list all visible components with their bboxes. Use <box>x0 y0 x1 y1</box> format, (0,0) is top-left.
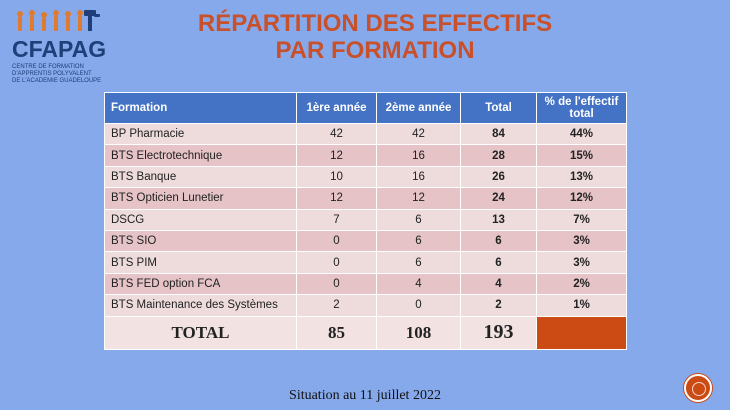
header-total: Total <box>460 92 537 124</box>
cell-total: 26 <box>460 165 537 189</box>
cell-total: 28 <box>460 144 537 167</box>
logo-subtitle: CENTRE DE FORMATION D'APPRENTIS POLYVALE… <box>12 64 132 85</box>
logo-sub-line: D'APPRENTIS POLYVALENT <box>12 71 92 77</box>
cell-formation: BTS FED option FCA <box>104 272 297 296</box>
header-deuxieme-annee: 2ème année <box>376 92 461 124</box>
table-row: BTS Opticien Lunetier 12 12 24 12% <box>104 187 627 210</box>
cell-2eme: 12 <box>376 187 461 210</box>
table-row: DSCG 7 6 13 7% <box>104 208 627 231</box>
slide-nav-button[interactable] <box>684 374 712 402</box>
cell-1ere: 7 <box>296 208 377 231</box>
header-formation: Formation <box>104 92 297 124</box>
cell-total: 4 <box>460 272 537 296</box>
table-row: BTS FED option FCA 0 4 4 2% <box>104 272 627 296</box>
page-title: RÉPARTITION DES EFFECTIFS PAR FORMATION <box>150 10 600 64</box>
cell-formation: BTS Opticien Lunetier <box>104 187 297 210</box>
cell-pourcentage: 13% <box>536 165 627 189</box>
cell-pourcentage: 12% <box>536 187 627 210</box>
cell-pourcentage: 1% <box>536 294 627 317</box>
cell-1ere: 10 <box>296 165 377 189</box>
logo-wordmark: CFAPAG <box>12 36 107 62</box>
situation-date: Situation au 11 juillet 2022 <box>289 388 441 403</box>
cell-pourcentage: 2% <box>536 272 627 296</box>
title-line-1: RÉPARTITION DES EFFECTIFS <box>197 10 553 37</box>
cell-1ere: 12 <box>296 187 377 210</box>
cell-pourcentage: 3% <box>536 251 627 274</box>
cell-formation: BTS Maintenance des Systèmes <box>104 294 297 317</box>
cell-1ere: 0 <box>296 229 377 253</box>
table-header-row: Formation 1ère année 2ème année Total % … <box>104 92 627 124</box>
effectifs-table: Formation 1ère année 2ème année Total % … <box>104 92 627 350</box>
table-row: BTS Maintenance des Systèmes 2 0 2 1% <box>104 294 627 317</box>
table-row: BTS Banque 10 16 26 13% <box>104 165 627 189</box>
cell-formation: DSCG <box>104 208 297 231</box>
cell-total: 2 <box>460 294 537 317</box>
cell-total: 24 <box>460 187 537 210</box>
table-row: BTS SIO 0 6 6 3% <box>104 229 627 253</box>
cell-total: 6 <box>460 251 537 274</box>
circle-icon <box>692 382 706 396</box>
cell-2eme: 16 <box>376 144 461 167</box>
total-total: 193 <box>460 315 537 350</box>
cell-formation: BP Pharmacie <box>104 122 297 146</box>
cell-total: 13 <box>460 208 537 231</box>
cell-2eme: 6 <box>376 251 461 274</box>
cell-formation: BTS Banque <box>104 165 297 189</box>
cell-pourcentage: 7% <box>536 208 627 231</box>
cell-2eme: 6 <box>376 208 461 231</box>
total-pourcentage <box>536 315 627 350</box>
cell-2eme: 0 <box>376 294 461 317</box>
logo-sub-line: CENTRE DE FORMATION <box>12 64 84 70</box>
total-label: TOTAL <box>104 315 297 350</box>
cell-pourcentage: 3% <box>536 229 627 253</box>
cell-2eme: 4 <box>376 272 461 296</box>
cell-1ere: 0 <box>296 272 377 296</box>
total-1ere: 85 <box>296 315 377 350</box>
cell-pourcentage: 15% <box>536 144 627 167</box>
logo-sub-line: DE L'ACADEMIE GUADELOUPE <box>12 78 102 84</box>
table-row: BTS PIM 0 6 6 3% <box>104 251 627 274</box>
table-row: BTS Electrotechnique 12 16 28 15% <box>104 144 627 167</box>
cell-1ere: 2 <box>296 294 377 317</box>
people-silhouettes-icon <box>17 10 100 31</box>
cell-2eme: 42 <box>376 122 461 146</box>
cell-1ere: 42 <box>296 122 377 146</box>
cell-formation: BTS SIO <box>104 229 297 253</box>
table-row: BP Pharmacie 42 42 84 44% <box>104 122 627 146</box>
cell-pourcentage: 44% <box>536 122 627 146</box>
cell-total: 84 <box>460 122 537 146</box>
cell-formation: BTS Electrotechnique <box>104 144 297 167</box>
title-line-2: PAR FORMATION <box>275 37 475 64</box>
total-2eme: 108 <box>376 315 461 350</box>
cell-1ere: 12 <box>296 144 377 167</box>
cell-formation: BTS PIM <box>104 251 297 274</box>
cell-total: 6 <box>460 229 537 253</box>
header-pourcentage: % de l'effectif total <box>536 92 627 124</box>
cell-2eme: 6 <box>376 229 461 253</box>
header-premiere-annee: 1ère année <box>296 92 377 124</box>
cell-1ere: 0 <box>296 251 377 274</box>
cell-2eme: 16 <box>376 165 461 189</box>
cfapag-logo: CFAPAG CENTRE DE FORMATION D'APPRENTIS P… <box>8 6 128 84</box>
total-row: TOTAL 85 108 193 <box>104 315 627 350</box>
